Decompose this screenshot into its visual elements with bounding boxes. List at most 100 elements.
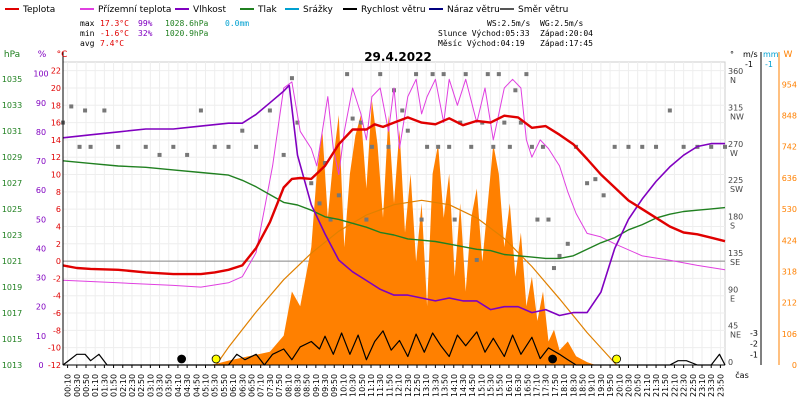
wind-direction-point — [143, 144, 148, 149]
dir-compass-label: E — [730, 294, 735, 303]
temp-tick-label: 18 — [51, 101, 61, 110]
solar-tick-label: 530 — [782, 205, 797, 214]
wind-direction-point — [723, 144, 727, 149]
pressure-line — [62, 160, 726, 260]
wind-direction-point — [69, 104, 74, 109]
wind-top-tick: -1 — [745, 60, 753, 69]
wind-direction-point — [328, 217, 333, 222]
wind-direction-point — [593, 177, 598, 182]
solar-tick-label: 318 — [782, 267, 797, 276]
legend-label: Tlak — [257, 5, 278, 15]
wind-tick-label: -1 — [750, 350, 758, 359]
x-tick-label: 02:10 — [119, 374, 128, 397]
x-tick-label: 04:10 — [174, 374, 183, 397]
temp-tick-label: 2 — [56, 240, 61, 249]
hpa-tick-label: 1031 — [2, 127, 22, 136]
wind-direction-point — [350, 116, 355, 121]
pct-tick-label: 30 — [36, 274, 46, 283]
wind-direction-point — [400, 108, 405, 113]
temp-tick-label: -6 — [53, 309, 61, 318]
hpa-tick-label: 1029 — [2, 153, 22, 162]
moonset-marker — [548, 354, 558, 364]
x-tick-label: 01:50 — [110, 374, 119, 397]
x-tick-label: 10:50 — [358, 374, 367, 397]
x-tick-label: 23:50 — [716, 374, 725, 397]
legend-label: Srážky — [303, 5, 334, 15]
x-tick-label: 05:50 — [220, 374, 229, 397]
temp-tick-label: 6 — [56, 205, 61, 214]
wind-direction-point — [414, 72, 419, 77]
temp-tick-label: -10 — [48, 344, 61, 353]
stats-value: 17.3°C — [100, 19, 129, 28]
x-tick-label: 03:50 — [165, 374, 174, 397]
wind-direction-point — [358, 120, 363, 125]
x-tick-label: 16:10 — [505, 374, 514, 397]
x-tick-label: 14:10 — [450, 374, 459, 397]
x-tick-label: 00:50 — [82, 374, 91, 397]
wind-direction-point — [546, 217, 551, 222]
dir-tick-label: 135 — [728, 249, 743, 258]
x-tick-label: 12:10 — [395, 374, 404, 397]
hpa-axis-label: hPa — [4, 50, 20, 60]
x-tick-label: 09:30 — [321, 374, 330, 397]
solar-tick-label: 424 — [782, 236, 797, 245]
dir-tick-label: 315 — [728, 103, 743, 112]
info-wg: WG:2.5m/s — [540, 19, 584, 28]
wind-direction-point — [626, 144, 631, 149]
temp-tick-label: 12 — [51, 153, 61, 162]
wind-direction-point — [378, 72, 383, 77]
x-tick-label: 04:50 — [192, 374, 201, 397]
wind-direction-point — [469, 144, 474, 149]
wind-direction-point — [364, 217, 369, 222]
wind-direction-point — [336, 193, 341, 198]
dir-tick-label: 180 — [728, 213, 743, 222]
wind-direction-point — [447, 144, 452, 149]
axes: hPa 1035 1033 1031 1029 1027 1025 1023 1021 1019 1… — [2, 50, 797, 397]
pct-tick-label: 80 — [36, 128, 46, 137]
x-tick-label: 16:50 — [523, 374, 532, 397]
x-tick-label: 12:50 — [413, 374, 422, 397]
wind-direction-point — [281, 152, 286, 157]
dir-tick-label: 360 — [728, 67, 743, 76]
stats-value: 1020.9hPa — [165, 29, 209, 38]
wind-direction-point — [551, 266, 556, 271]
stats-value: 7.4°C — [100, 39, 124, 48]
x-tick-label: 14:30 — [459, 374, 468, 397]
x-tick-label: 06:10 — [229, 374, 238, 397]
x-tick-label: 10:30 — [349, 374, 358, 397]
info-moonset: Západ:17:45 — [540, 39, 593, 48]
x-tick-label: 11:50 — [385, 374, 394, 397]
wind-direction-point — [485, 72, 490, 77]
x-tick-label: 19:30 — [597, 374, 606, 397]
wind-direction-point — [77, 144, 82, 149]
x-tick-label: 11:30 — [376, 374, 385, 397]
x-tick-label: 21:10 — [643, 374, 652, 397]
wind-direction-point — [430, 72, 435, 77]
x-axis-label: čas — [735, 370, 748, 380]
x-tick-label: 00:30 — [73, 374, 82, 397]
wind-direction-point — [295, 120, 300, 125]
stats-value: avg — [80, 39, 95, 48]
x-tick-label: 16:30 — [514, 374, 523, 397]
wind-direction-point — [452, 217, 457, 222]
temp-tick-label: -12 — [48, 361, 61, 370]
hpa-tick-label: 1027 — [2, 179, 22, 188]
x-tick-label: 05:10 — [202, 374, 211, 397]
x-tick-label: 08:50 — [303, 374, 312, 397]
wind-direction-point — [681, 144, 686, 149]
x-tick-label: 17:50 — [551, 374, 560, 397]
sun-theoretical-curve — [215, 199, 618, 366]
wind-direction-point — [535, 217, 540, 222]
dir-axis-label: ° — [730, 50, 734, 59]
hpa-tick-label: 1033 — [2, 101, 22, 110]
wind-direction-point — [491, 144, 496, 149]
hpa-tick-label: 1019 — [2, 283, 22, 292]
wind-direction-point — [254, 144, 259, 149]
solar-radiation-area — [63, 100, 725, 365]
wind-direction-point — [640, 144, 645, 149]
x-tick-label: 23:10 — [698, 374, 707, 397]
x-tick-label: 19:10 — [588, 374, 597, 397]
x-tick-label: 13:30 — [431, 374, 440, 397]
wind-direction-point — [557, 253, 562, 258]
legend: Teplota Přízemní teplota Vlhkost Tlak Srážky… — [5, 5, 593, 48]
